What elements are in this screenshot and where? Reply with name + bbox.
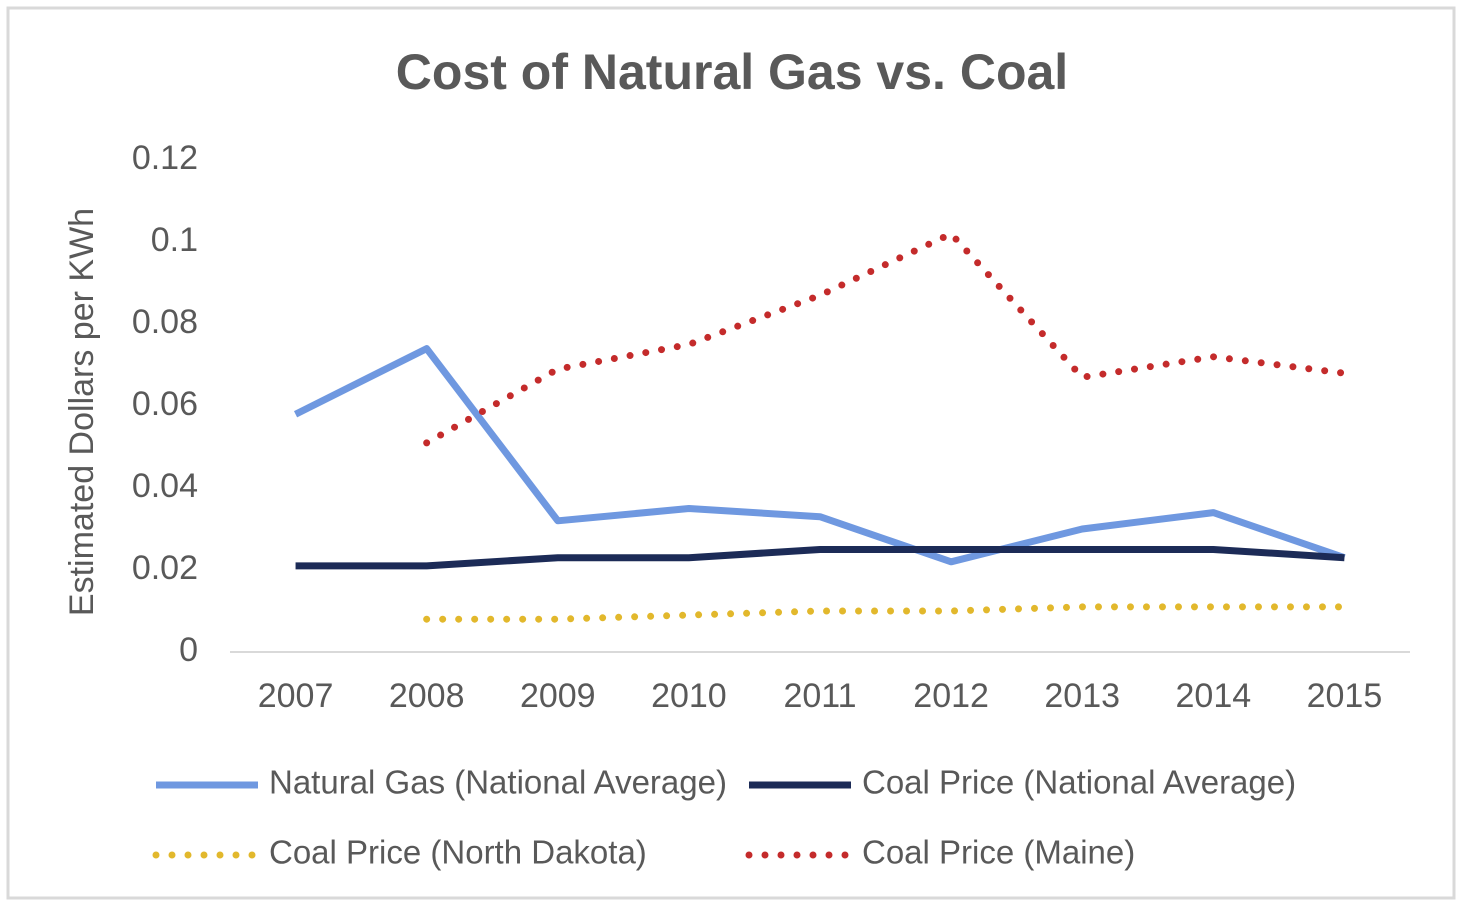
legend-label: Coal Price (Maine) [862,834,1135,871]
y-axis-label: Estimated Dollars per KWh [63,208,101,616]
x-tick-label: 2015 [1307,677,1383,715]
series-line [423,229,1348,447]
x-tick-label: 2014 [1176,677,1252,715]
x-tick-label: 2013 [1044,677,1120,715]
y-tick-label: 0.06 [132,385,198,423]
series-line [423,603,1348,623]
chart-border [6,6,1456,900]
y-tick-label: 0 [179,631,198,669]
x-tick-label: 2012 [913,677,989,715]
x-tick-label: 2007 [258,677,334,715]
x-tick-label: 2008 [389,677,465,715]
legend-label: Natural Gas (National Average) [269,764,727,801]
x-tick-label: 2011 [783,677,856,715]
y-tick-label: 0.04 [132,467,198,505]
x-tick-label: 2009 [520,677,596,715]
x-tick-label: 2010 [651,677,727,715]
y-tick-label: 0.12 [132,139,198,177]
legend-label: Coal Price (North Dakota) [269,834,647,871]
series-line [293,345,1346,566]
chart-title: Cost of Natural Gas vs. Coal [396,44,1068,100]
series-line [295,546,1345,570]
y-tick-label: 0.02 [132,549,198,587]
y-tick-label: 0.1 [151,221,198,259]
legend-label: Coal Price (National Average) [862,764,1296,801]
y-tick-label: 0.08 [132,303,198,341]
